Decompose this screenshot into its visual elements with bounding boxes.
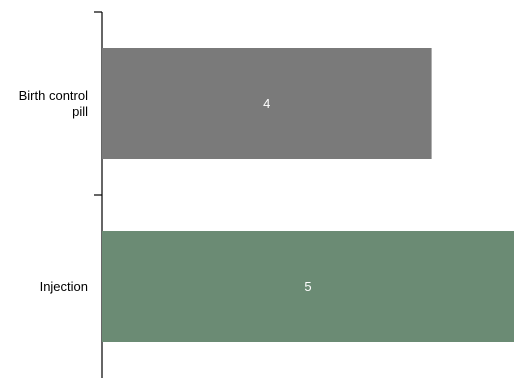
y-axis xyxy=(94,11,103,378)
data-label: 5 xyxy=(304,279,311,294)
bar-injection xyxy=(102,231,514,342)
bar-birth-control-pill xyxy=(102,48,432,159)
category-label: Injection xyxy=(40,279,88,294)
labels: 4 Birth control pill 5 Injection xyxy=(19,88,312,294)
data-label: 4 xyxy=(263,96,270,111)
bars xyxy=(102,48,514,342)
category-label: Birth control pill xyxy=(19,88,88,119)
